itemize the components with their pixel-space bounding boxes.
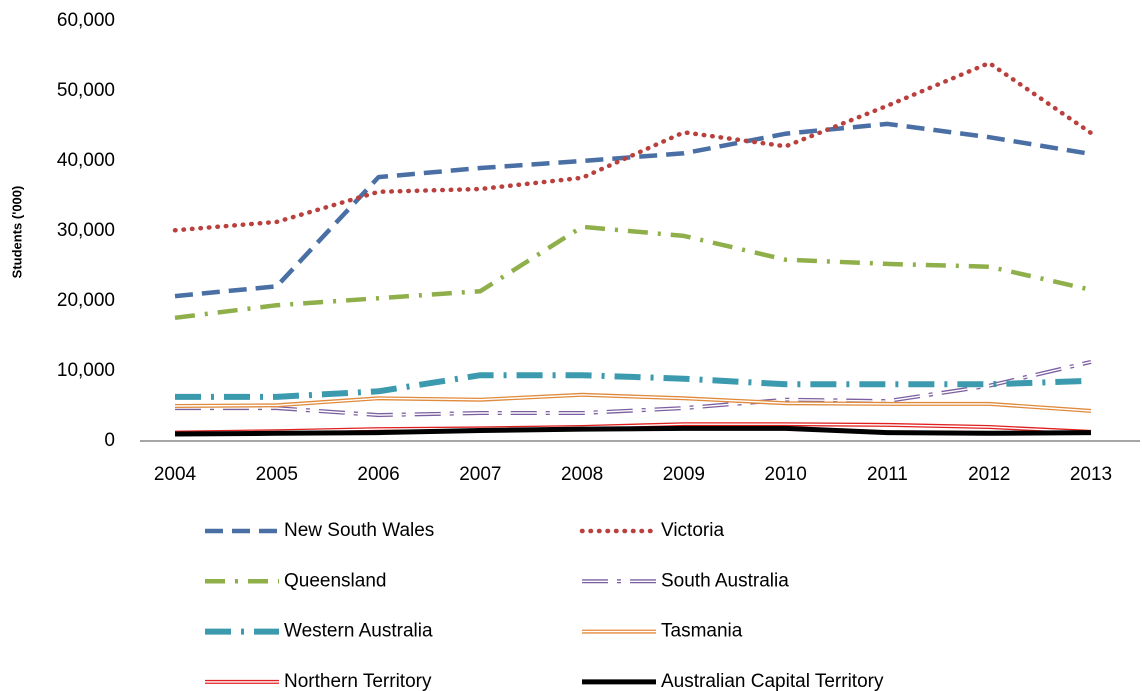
x-tick-label: 2006 — [357, 464, 399, 485]
series-line — [175, 359, 1092, 418]
legend-label: Australian Capital Territory — [661, 671, 884, 691]
x-tick-label: 2007 — [459, 464, 501, 485]
series-line — [174, 425, 1092, 437]
legend-label: New South Wales — [284, 520, 434, 541]
legend-label: Western Australia — [284, 621, 433, 642]
x-tick-label: 2012 — [968, 464, 1010, 485]
legend-label: Tasmania — [661, 621, 743, 642]
y-tick-label: 30,000 — [57, 220, 115, 241]
y-tick-label: 40,000 — [57, 150, 115, 171]
series-line-inner — [174, 423, 1092, 434]
x-tick-label: 2008 — [561, 464, 603, 485]
series-line — [172, 60, 1094, 233]
series-line-inner — [175, 361, 1092, 416]
x-tick-label: 2013 — [1070, 464, 1112, 485]
series-line-inner — [174, 394, 1092, 412]
y-tick-label: 20,000 — [57, 290, 115, 311]
legend-label: Queensland — [284, 570, 386, 591]
x-tick-label: 2004 — [154, 464, 197, 485]
y-tick-label: 0 — [104, 430, 115, 451]
y-tick-label: 60,000 — [57, 10, 115, 31]
x-tick-label: 2011 — [867, 464, 908, 485]
legend-label: Northern Territory — [284, 671, 432, 691]
y-tick-label: 50,000 — [57, 80, 115, 101]
x-tick-label: 2005 — [256, 464, 298, 485]
series-line — [174, 121, 1092, 299]
series-line — [174, 224, 1092, 321]
x-tick-label: 2010 — [765, 464, 807, 485]
legend-label: Victoria — [661, 520, 724, 541]
y-axis-label: Students ('000) — [9, 186, 24, 279]
series-line — [175, 372, 1092, 400]
legend-label: South Australia — [661, 570, 789, 591]
y-tick-label: 10,000 — [57, 360, 115, 381]
x-tick-label: 2009 — [663, 464, 705, 485]
